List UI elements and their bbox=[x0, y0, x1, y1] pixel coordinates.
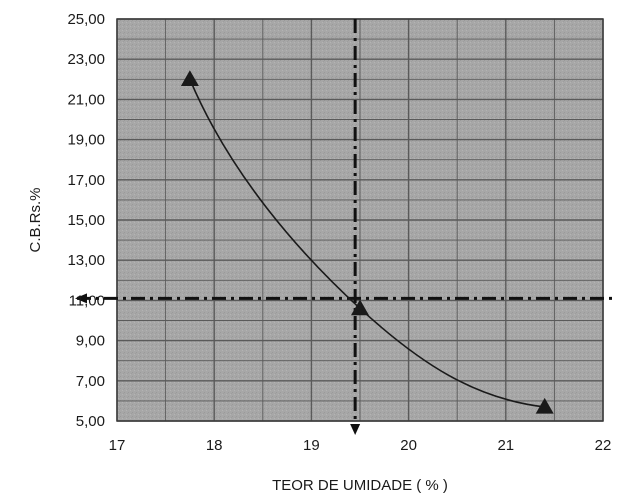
y-tick-label: 23,00 bbox=[67, 51, 105, 68]
data-points bbox=[180, 70, 554, 414]
plot-frame bbox=[116, 18, 604, 422]
y-tick-label: 11,00 bbox=[69, 292, 105, 309]
y-tick-label: 9,00 bbox=[76, 333, 105, 350]
tick-labels: 17 18 19 20 21 22 5,00 7,00 9,00 11,00 13,00 15,00 1… bbox=[67, 11, 611, 454]
arrow-left-icon bbox=[75, 293, 87, 304]
y-tick-label: 19,00 bbox=[67, 132, 105, 149]
data-point bbox=[535, 397, 554, 414]
x-tick-label: 20 bbox=[400, 437, 417, 454]
y-tick-label: 15,00 bbox=[67, 212, 105, 229]
data-point bbox=[180, 70, 199, 87]
data-point bbox=[351, 299, 369, 316]
y-tick-label: 17,00 bbox=[67, 172, 105, 189]
x-tick-label: 21 bbox=[497, 437, 514, 454]
y-tick-label: 5,00 bbox=[76, 413, 105, 430]
y-tick-label: 7,00 bbox=[76, 373, 105, 390]
x-tick-label: 18 bbox=[206, 437, 223, 454]
x-axis-title: TEOR DE UMIDADE ( % ) bbox=[272, 477, 448, 494]
x-tick-label: 22 bbox=[595, 437, 612, 454]
x-tick-label: 19 bbox=[303, 437, 320, 454]
x-tick-label: 17 bbox=[109, 437, 126, 454]
trend-curve bbox=[189, 78, 545, 408]
y-axis-title: C.B.Rs.% bbox=[27, 187, 44, 252]
trend-curve-layer bbox=[189, 78, 545, 408]
y-tick-label: 25,00 bbox=[67, 11, 105, 28]
arrow-down-icon bbox=[350, 424, 361, 435]
grid bbox=[116, 18, 604, 422]
y-tick-label: 13,00 bbox=[67, 252, 105, 269]
reference-lines bbox=[75, 19, 613, 435]
y-tick-label: 21,00 bbox=[67, 91, 105, 108]
